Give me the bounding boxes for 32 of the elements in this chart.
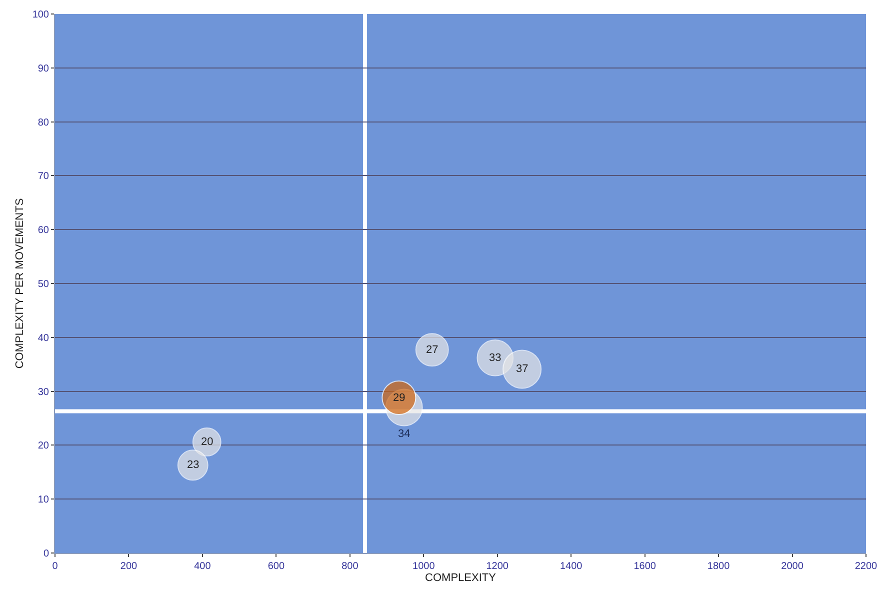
- y-tick-label: 100: [32, 10, 50, 20]
- y-tick-label: 40: [38, 332, 50, 344]
- y-tick-label: 60: [38, 225, 50, 236]
- y-tick-label: 80: [38, 117, 50, 128]
- x-tick-label: 800: [342, 561, 359, 572]
- annotation: 23: [187, 459, 200, 471]
- x-tick-label: 0: [52, 561, 58, 572]
- x-tick-label: 600: [268, 561, 285, 572]
- annotation: 37: [516, 363, 528, 375]
- x-tick-label: 400: [194, 561, 212, 572]
- annotation: 33: [489, 352, 502, 364]
- y-tick-label: 10: [38, 494, 50, 506]
- x-tick-label: 2000: [781, 561, 804, 572]
- annotation: 34: [398, 428, 410, 440]
- y-axis-title: COMPLEXITY PER MOVEMENTS: [14, 198, 26, 369]
- annotation: 27: [426, 344, 438, 356]
- x-tick-label: 1000: [412, 561, 436, 572]
- annotation: 29: [393, 392, 406, 404]
- x-tick-label: 1400: [560, 561, 583, 572]
- y-tick-label: 50: [38, 279, 50, 290]
- x-tick-label: 1800: [707, 561, 730, 572]
- x-tick-label: 1200: [486, 561, 509, 572]
- x-axis-title: COMPLEXITY: [425, 572, 497, 584]
- y-tick-label: 70: [38, 171, 50, 182]
- annotation: 20: [201, 436, 214, 448]
- x-tick-label: 2200: [854, 561, 878, 572]
- y-tick-label: 90: [38, 63, 50, 74]
- x-tick-label: 200: [120, 561, 138, 572]
- y-tick-label: 20: [38, 440, 50, 452]
- y-tick-label: 30: [38, 386, 50, 398]
- y-tick-label: 0: [43, 548, 50, 560]
- x-tick-label: 1600: [634, 561, 656, 572]
